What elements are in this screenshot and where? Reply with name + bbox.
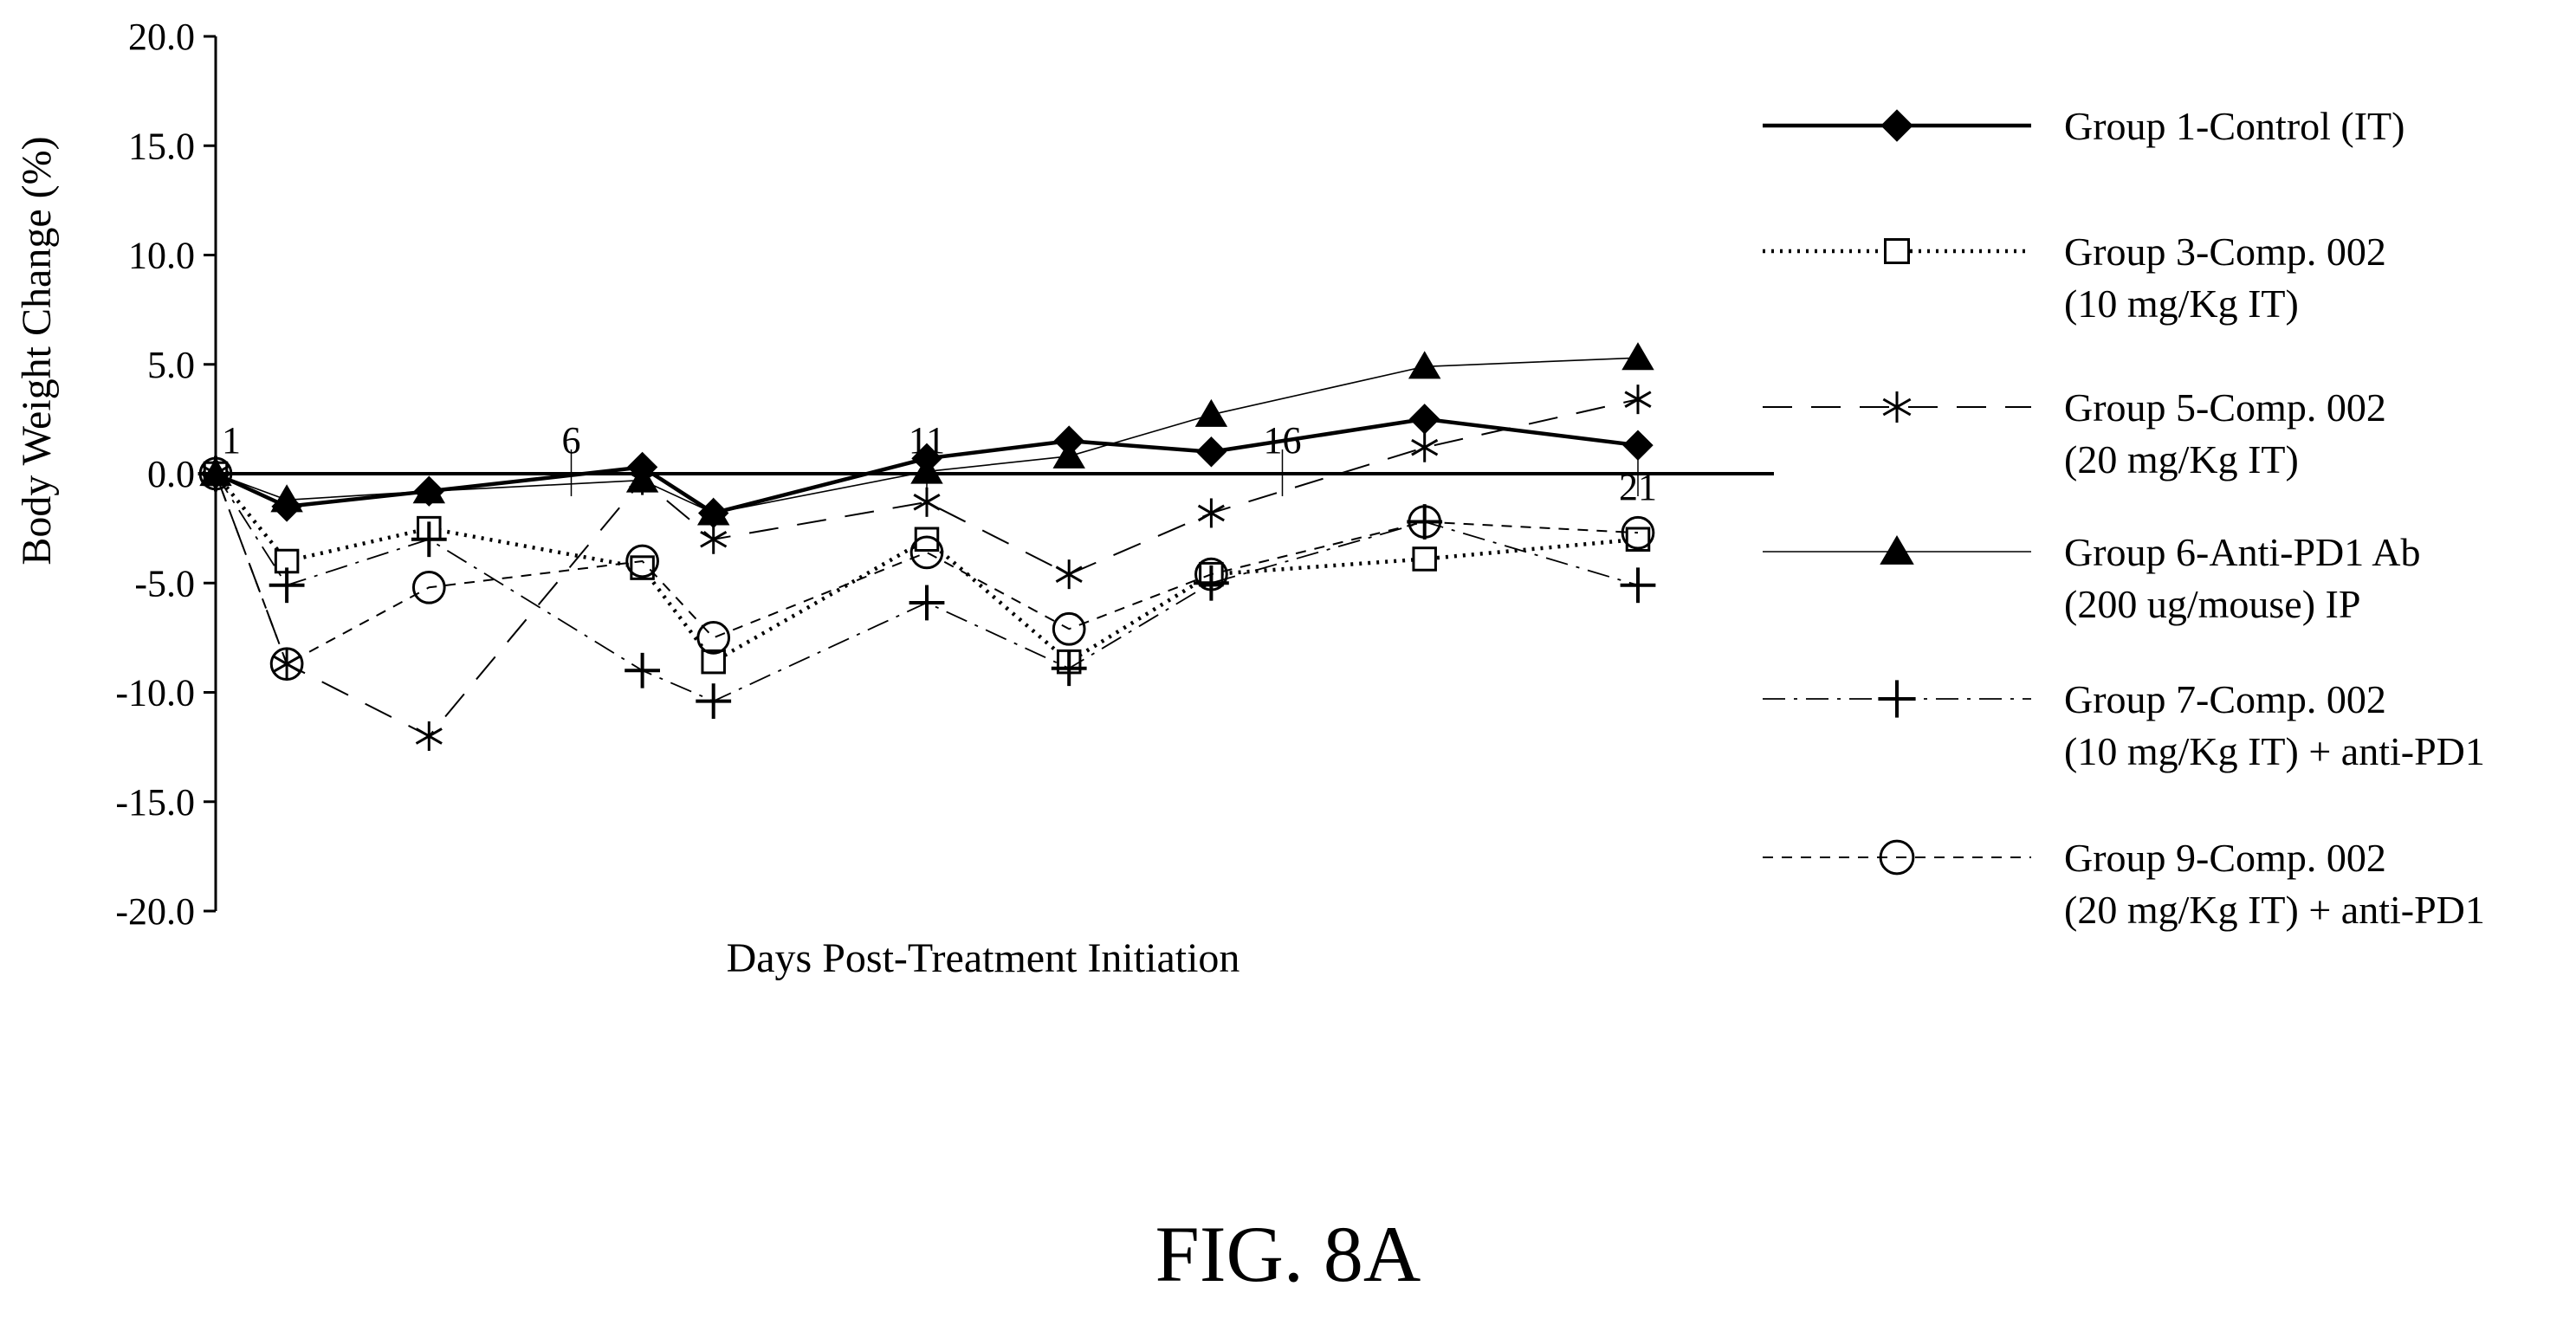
triangle-marker — [1880, 535, 1914, 565]
data-point — [1621, 515, 1655, 550]
y-tick-label: 20.0 — [128, 16, 195, 58]
data-point — [696, 497, 730, 526]
legend-label: (20 mg/Kg IT) + anti-PD1 — [2064, 888, 2485, 932]
data-point — [696, 683, 732, 719]
data-point — [1051, 650, 1087, 687]
asterisk-marker — [1882, 391, 1912, 423]
data-point — [1411, 432, 1439, 462]
diamond-marker — [1880, 109, 1913, 142]
series-5 — [197, 456, 1656, 719]
data-point — [1055, 559, 1083, 590]
data-point — [909, 535, 944, 570]
data-point — [411, 570, 446, 604]
data-point — [909, 585, 945, 621]
data-point — [1620, 567, 1656, 604]
series-line — [215, 357, 1639, 514]
figure-label: FIG. 8A — [1155, 1210, 1421, 1298]
data-point — [625, 464, 659, 493]
data-point — [198, 456, 233, 491]
legend-label: Group 5-Comp. 002 — [2064, 385, 2386, 430]
data-point — [1621, 342, 1654, 371]
legend-label: Group 6-Anti-PD1 Ab — [2064, 530, 2420, 574]
series-line — [215, 398, 1639, 737]
legend-item: Group 1-Control (IT) — [1763, 104, 2404, 148]
legend-label: Group 9-Comp. 002 — [2064, 836, 2386, 880]
data-point — [270, 484, 303, 513]
data-point — [1407, 504, 1443, 540]
y-tick-label: -10.0 — [115, 672, 195, 714]
data-point — [1052, 611, 1086, 646]
data-point — [913, 487, 941, 517]
data-point — [273, 649, 301, 679]
legend-label: Group 7-Comp. 002 — [2064, 677, 2386, 721]
data-point — [625, 544, 659, 578]
series-4 — [199, 342, 1654, 526]
legend-label: (10 mg/Kg IT) + anti-PD1 — [2064, 729, 2485, 773]
data-point — [1408, 505, 1442, 539]
data-point — [269, 567, 305, 604]
x-tick-label: 21 — [1619, 466, 1657, 508]
data-point — [700, 524, 728, 554]
legend-label: Group 1-Control (IT) — [2064, 104, 2404, 148]
series-line — [215, 473, 1639, 702]
y-tick-label: 15.0 — [128, 125, 195, 167]
data-point — [1197, 498, 1225, 528]
data-point — [625, 652, 660, 688]
data-point — [1194, 398, 1228, 427]
series-line — [215, 417, 1639, 515]
data-point — [1194, 557, 1228, 591]
data-point — [1408, 351, 1441, 379]
data-point — [1408, 404, 1440, 435]
data-point — [412, 475, 446, 504]
series-line — [215, 473, 1639, 665]
legend-item: Group 9-Comp. 002 (20 mg/Kg IT) + anti-PD… — [1763, 836, 2485, 932]
y-tick-label: 0.0 — [147, 453, 195, 495]
chart-axes: 20.015.010.05.00.0-5.0-10.0-15.0-20.01 6 1… — [115, 16, 1774, 933]
y-tick-label: -5.0 — [134, 562, 195, 604]
y-axis-title: Body Weight Change (%) — [14, 136, 60, 565]
data-point — [411, 521, 447, 558]
legend-label: (10 mg/Kg IT) — [2064, 281, 2299, 326]
data-point — [1622, 430, 1654, 461]
legend-item: Group 3-Comp. 002 (10 mg/Kg IT) — [1763, 229, 2386, 326]
legend-label: Group 3-Comp. 002 — [2064, 229, 2386, 274]
x-tick-label: 6 — [562, 419, 581, 462]
square-marker — [1884, 238, 1910, 264]
data-point — [269, 647, 304, 682]
y-tick-label: 5.0 — [147, 344, 195, 386]
data-point — [910, 456, 943, 484]
legend-item: Group 5-Comp. 002 (20 mg/Kg IT) — [1763, 385, 2386, 482]
circle-marker — [1879, 839, 1915, 876]
data-point — [415, 721, 443, 751]
legend-label: (200 ug/mouse) IP — [2064, 582, 2360, 626]
legend-label: (20 mg/Kg IT) — [2064, 437, 2299, 482]
data-point — [1195, 436, 1227, 468]
plus-marker — [1878, 680, 1916, 718]
y-tick-label: -15.0 — [115, 781, 195, 824]
x-axis-title: Days Post-Treatment Initiation — [727, 935, 1240, 981]
data-point — [1412, 546, 1437, 572]
legend-item: Group 6-Anti-PD1 Ab (200 ug/mouse) IP — [1763, 530, 2420, 626]
data-point — [696, 621, 731, 655]
series-line — [214, 472, 1639, 664]
series-layer — [197, 342, 1656, 751]
legend-item: Group 7-Comp. 002 (10 mg/Kg IT) + anti-PD… — [1763, 677, 2485, 773]
y-tick-label: -20.0 — [115, 890, 195, 933]
data-point — [1052, 440, 1085, 469]
y-tick-label: 10.0 — [128, 235, 195, 277]
chart-legend: Group 1-Control (IT) Group 3-Comp. 002 (10… — [1763, 104, 2485, 932]
data-point — [1624, 385, 1652, 415]
series-6 — [198, 456, 1655, 682]
x-tick-label: 1 — [222, 419, 241, 462]
